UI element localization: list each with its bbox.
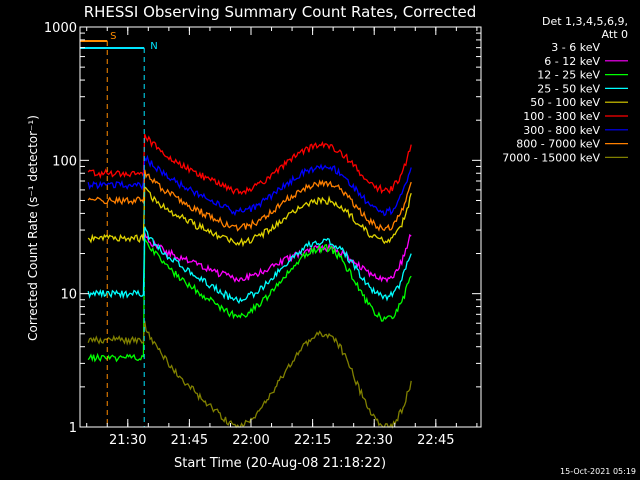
x-tick-label: 22:45 — [417, 433, 454, 448]
y-tick-label: 100 — [52, 154, 77, 169]
y-tick-label: 1000 — [44, 21, 77, 36]
legend-header-line2: Att 0 — [602, 28, 628, 41]
plot-frame — [79, 26, 482, 428]
legend-label: 25 - 50 keV — [537, 82, 600, 95]
series-line — [87, 257, 412, 354]
series-line — [87, 169, 412, 232]
legend-label: 7000 - 15000 keV — [502, 151, 600, 164]
legend-label: 12 - 25 keV — [537, 69, 600, 82]
x-tick-label: 21:45 — [171, 433, 208, 448]
x-tick-label: 21:30 — [109, 433, 146, 448]
axis-layer: 21:30 21:45 22:00 22:15 22:30 22:45 1 10 100 1000 — [44, 21, 481, 448]
legend-label: 3 - 6 keV — [551, 41, 600, 54]
legend-header-line1: Det 1,3,4,5,6,9, — [542, 15, 628, 28]
series-layer — [87, 133, 412, 429]
legend-label: 6 - 12 keV — [544, 55, 600, 68]
legend-label: 800 - 7000 keV — [516, 138, 600, 151]
series-line — [87, 320, 412, 429]
series-line — [87, 185, 412, 248]
flag-label: N — [150, 41, 157, 52]
x-axis-label: Start Time (20-Aug-08 21:18:22) — [174, 456, 386, 471]
legend-label: 100 - 300 keV — [523, 110, 600, 123]
series-line — [144, 232, 412, 283]
legend-label: 300 - 800 keV — [523, 124, 600, 137]
x-tick-label: 22:00 — [232, 433, 269, 448]
y-axis-label: Corrected Count Rate (s⁻¹ detector⁻¹) — [26, 115, 40, 341]
series-line — [87, 133, 412, 196]
chart-title: RHESSI Observing Summary Count Rates, Co… — [84, 3, 477, 21]
plot-area: SN 21:30 21:45 22:00 22:15 22:30 22:451101001… — [44, 21, 482, 448]
footer-timestamp: 15-Oct-2021 05:19 — [560, 467, 636, 476]
flag-layer: SN — [80, 31, 158, 427]
series-line — [87, 226, 412, 305]
y-tick-label: 1 — [69, 421, 77, 436]
x-tick-label: 22:30 — [355, 433, 392, 448]
x-tick-label: 22:15 — [294, 433, 331, 448]
legend-label: 50 - 100 keV — [530, 96, 600, 109]
y-tick-label: 10 — [60, 288, 77, 303]
series-line — [87, 236, 412, 363]
flag-label: S — [110, 31, 116, 42]
series-line — [87, 154, 412, 217]
